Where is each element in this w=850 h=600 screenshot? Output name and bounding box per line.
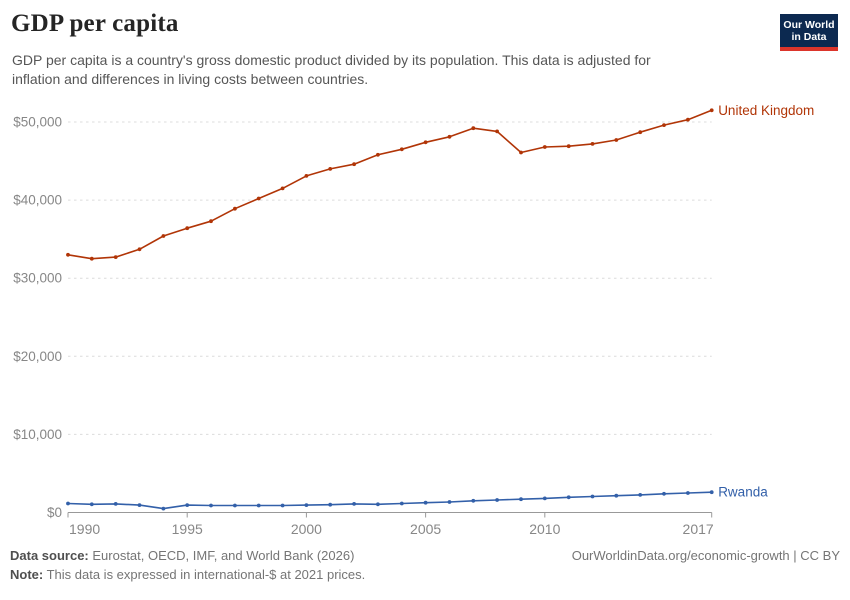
owid-logo-line1: Our World xyxy=(783,18,835,31)
series-rwanda[interactable]: Rwanda xyxy=(66,485,768,511)
point-united-kingdom-2017 xyxy=(709,108,714,113)
owid-logo-line2: in Data xyxy=(791,30,827,43)
point-rwanda-2008 xyxy=(495,498,499,502)
point-united-kingdom-2013 xyxy=(614,138,619,142)
x-tick-label-1995: 1995 xyxy=(172,521,203,537)
y-tick-label-10000: $10,000 xyxy=(13,427,62,442)
point-rwanda-2013 xyxy=(614,493,619,498)
point-rwanda-2011 xyxy=(566,495,571,500)
y-tick-label-50000: $50,000 xyxy=(13,115,62,130)
chart-subtitle: GDP per capita is a country's gross dome… xyxy=(12,52,651,87)
owid-logo[interactable]: Our World in Data xyxy=(780,14,838,51)
point-rwanda-1996 xyxy=(209,503,213,508)
point-united-kingdom-1998 xyxy=(256,196,261,201)
point-rwanda-1991 xyxy=(89,502,94,507)
point-united-kingdom-2002 xyxy=(352,162,356,167)
point-united-kingdom-2014 xyxy=(638,130,643,135)
point-united-kingdom-1993 xyxy=(137,247,142,252)
point-rwanda-2014 xyxy=(638,493,643,497)
note-value: This data is expressed in international-… xyxy=(43,567,366,582)
point-rwanda-2002 xyxy=(352,502,356,506)
point-united-kingdom-2007 xyxy=(471,126,476,131)
point-united-kingdom-1994 xyxy=(161,234,166,238)
point-united-kingdom-1995 xyxy=(185,226,190,231)
point-rwanda-2016 xyxy=(686,491,690,495)
attribution-link[interactable]: OurWorldinData.org/economic-growth | CC … xyxy=(571,548,840,563)
point-rwanda-1995 xyxy=(185,503,190,507)
series-label-rwanda[interactable]: Rwanda xyxy=(718,485,768,500)
point-rwanda-1998 xyxy=(256,503,261,508)
point-rwanda-2017 xyxy=(709,490,714,495)
point-united-kingdom-2008 xyxy=(495,129,499,134)
point-united-kingdom-1991 xyxy=(89,256,94,261)
series-label-united-kingdom[interactable]: United Kingdom xyxy=(718,103,814,118)
x-tick-label-2005: 2005 xyxy=(410,521,441,537)
data-source-label: Data source: xyxy=(10,548,89,563)
point-rwanda-1997 xyxy=(233,503,237,508)
y-tick-label-40000: $40,000 xyxy=(13,193,62,208)
point-united-kingdom-2016 xyxy=(686,117,690,122)
point-united-kingdom-2011 xyxy=(566,144,571,149)
point-united-kingdom-1997 xyxy=(233,206,237,211)
point-united-kingdom-1990 xyxy=(66,252,70,257)
point-rwanda-1992 xyxy=(113,502,118,506)
point-united-kingdom-2010 xyxy=(542,145,547,149)
point-rwanda-1990 xyxy=(66,501,70,506)
point-rwanda-2009 xyxy=(519,497,523,502)
point-united-kingdom-2012 xyxy=(590,142,595,146)
y-tick-label-20000: $20,000 xyxy=(13,349,62,364)
chart-title: GDP per capita xyxy=(11,10,179,37)
line-united-kingdom xyxy=(67,109,713,260)
point-rwanda-2003 xyxy=(376,502,380,507)
point-united-kingdom-1999 xyxy=(280,186,285,191)
point-united-kingdom-1996 xyxy=(209,219,213,224)
x-tick-label-2017: 2017 xyxy=(683,521,714,537)
point-united-kingdom-2009 xyxy=(519,150,523,155)
point-united-kingdom-1992 xyxy=(113,255,118,259)
point-rwanda-2010 xyxy=(542,496,547,501)
point-rwanda-2012 xyxy=(590,494,595,499)
note-label: Note: xyxy=(10,567,44,582)
point-united-kingdom-2005 xyxy=(423,140,428,145)
data-source-line: Data source: Eurostat, OECD, IMF, and Wo… xyxy=(10,548,354,563)
x-tick-label-2010: 2010 xyxy=(529,521,560,537)
point-united-kingdom-2015 xyxy=(662,123,666,127)
series-united-kingdom[interactable]: United Kingdom xyxy=(66,103,814,261)
point-rwanda-2000 xyxy=(304,503,309,507)
point-rwanda-2004 xyxy=(399,501,404,506)
x-tick-label-2000: 2000 xyxy=(291,521,322,537)
point-united-kingdom-2000 xyxy=(304,174,309,178)
point-rwanda-2005 xyxy=(423,500,428,505)
x-tick-label-1990: 1990 xyxy=(69,521,100,537)
data-source-value: Eurostat, OECD, IMF, and World Bank (202… xyxy=(88,548,355,563)
point-rwanda-2001 xyxy=(328,502,333,507)
point-rwanda-1993 xyxy=(137,503,142,507)
line-chart[interactable]: $0 $10,000 $20,000 $30,000 $40,000 $50,000 199… xyxy=(0,85,850,545)
point-rwanda-1999 xyxy=(280,503,285,508)
point-united-kingdom-2001 xyxy=(328,167,333,171)
point-rwanda-1994 xyxy=(161,506,166,511)
line-rwanda xyxy=(67,491,713,510)
point-united-kingdom-2006 xyxy=(447,134,452,139)
point-united-kingdom-2004 xyxy=(399,147,404,152)
point-rwanda-2007 xyxy=(471,498,476,503)
note-line: Note: This data is expressed in internat… xyxy=(10,567,365,582)
point-rwanda-2006 xyxy=(447,500,452,504)
y-tick-label-30000: $30,000 xyxy=(13,271,62,286)
point-rwanda-2015 xyxy=(662,491,666,496)
point-united-kingdom-2003 xyxy=(376,152,380,157)
y-tick-label-0: $0 xyxy=(47,505,62,520)
